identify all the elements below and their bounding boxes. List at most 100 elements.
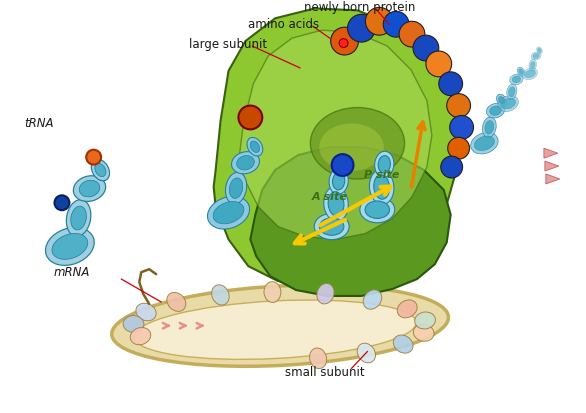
Ellipse shape	[329, 168, 348, 194]
Ellipse shape	[317, 283, 334, 304]
Circle shape	[339, 39, 348, 47]
Circle shape	[347, 14, 375, 42]
Ellipse shape	[226, 172, 247, 204]
Ellipse shape	[123, 316, 144, 332]
Ellipse shape	[112, 285, 448, 366]
Ellipse shape	[73, 176, 105, 202]
Text: mRNA: mRNA	[54, 266, 90, 279]
Ellipse shape	[523, 68, 537, 80]
Ellipse shape	[46, 228, 94, 266]
Ellipse shape	[509, 87, 515, 97]
Text: small subunit: small subunit	[285, 366, 364, 379]
Text: A site: A site	[312, 192, 347, 202]
Ellipse shape	[413, 324, 434, 341]
Text: newly born protein: newly born protein	[304, 1, 415, 14]
Circle shape	[239, 106, 263, 129]
Circle shape	[54, 195, 69, 210]
Ellipse shape	[91, 159, 110, 181]
Ellipse shape	[415, 312, 435, 329]
Ellipse shape	[490, 106, 501, 115]
Ellipse shape	[237, 156, 254, 170]
Circle shape	[332, 154, 353, 176]
Ellipse shape	[496, 94, 507, 106]
Polygon shape	[544, 148, 558, 158]
Ellipse shape	[529, 59, 537, 71]
Ellipse shape	[499, 97, 505, 104]
Ellipse shape	[517, 67, 525, 76]
Circle shape	[441, 156, 462, 178]
Polygon shape	[545, 161, 559, 171]
Circle shape	[447, 94, 471, 117]
Ellipse shape	[365, 201, 390, 218]
Circle shape	[449, 116, 473, 139]
Ellipse shape	[212, 285, 229, 305]
Ellipse shape	[332, 173, 345, 190]
Ellipse shape	[471, 133, 498, 154]
Ellipse shape	[533, 53, 539, 59]
Ellipse shape	[319, 123, 384, 171]
Ellipse shape	[524, 70, 536, 78]
Ellipse shape	[79, 180, 100, 197]
Ellipse shape	[71, 206, 86, 230]
Ellipse shape	[397, 300, 417, 318]
Ellipse shape	[52, 233, 88, 259]
Ellipse shape	[134, 300, 416, 359]
Ellipse shape	[250, 141, 260, 152]
Text: P site: P site	[363, 170, 399, 180]
Ellipse shape	[363, 290, 381, 309]
Ellipse shape	[531, 52, 541, 60]
Ellipse shape	[328, 192, 344, 216]
Ellipse shape	[309, 348, 326, 368]
Ellipse shape	[498, 96, 519, 112]
Ellipse shape	[393, 335, 413, 353]
Ellipse shape	[507, 84, 517, 100]
Ellipse shape	[485, 121, 494, 134]
Ellipse shape	[231, 152, 260, 174]
Ellipse shape	[378, 156, 390, 173]
Ellipse shape	[369, 170, 394, 204]
Circle shape	[439, 72, 462, 96]
Polygon shape	[214, 8, 459, 285]
Ellipse shape	[538, 48, 541, 52]
Circle shape	[331, 27, 359, 55]
Text: large subunit: large subunit	[189, 38, 267, 50]
Circle shape	[448, 137, 469, 159]
Ellipse shape	[357, 343, 376, 363]
Polygon shape	[250, 147, 451, 296]
Ellipse shape	[500, 98, 516, 109]
Ellipse shape	[130, 328, 151, 345]
Ellipse shape	[486, 103, 505, 118]
Ellipse shape	[374, 151, 394, 178]
Ellipse shape	[519, 69, 523, 74]
Ellipse shape	[474, 136, 495, 151]
Polygon shape	[239, 30, 432, 240]
Ellipse shape	[510, 74, 523, 85]
Ellipse shape	[374, 175, 390, 199]
Text: amino acids: amino acids	[248, 18, 319, 31]
Ellipse shape	[95, 164, 106, 177]
Ellipse shape	[360, 197, 395, 223]
Circle shape	[413, 35, 439, 61]
Ellipse shape	[213, 202, 244, 224]
Ellipse shape	[314, 214, 349, 240]
Ellipse shape	[167, 292, 186, 311]
Ellipse shape	[229, 178, 243, 199]
Circle shape	[399, 21, 425, 47]
Ellipse shape	[136, 303, 156, 321]
Polygon shape	[546, 174, 560, 184]
Text: tRNA: tRNA	[24, 117, 54, 130]
Ellipse shape	[537, 47, 542, 54]
Ellipse shape	[512, 76, 521, 83]
Ellipse shape	[247, 138, 263, 156]
Ellipse shape	[482, 117, 496, 138]
Ellipse shape	[319, 218, 344, 235]
Circle shape	[366, 7, 393, 35]
Ellipse shape	[530, 62, 535, 69]
Ellipse shape	[264, 282, 281, 302]
Circle shape	[383, 11, 409, 37]
Circle shape	[426, 51, 452, 77]
Ellipse shape	[311, 107, 404, 179]
Ellipse shape	[324, 186, 348, 221]
Circle shape	[86, 150, 101, 164]
Ellipse shape	[207, 196, 250, 229]
